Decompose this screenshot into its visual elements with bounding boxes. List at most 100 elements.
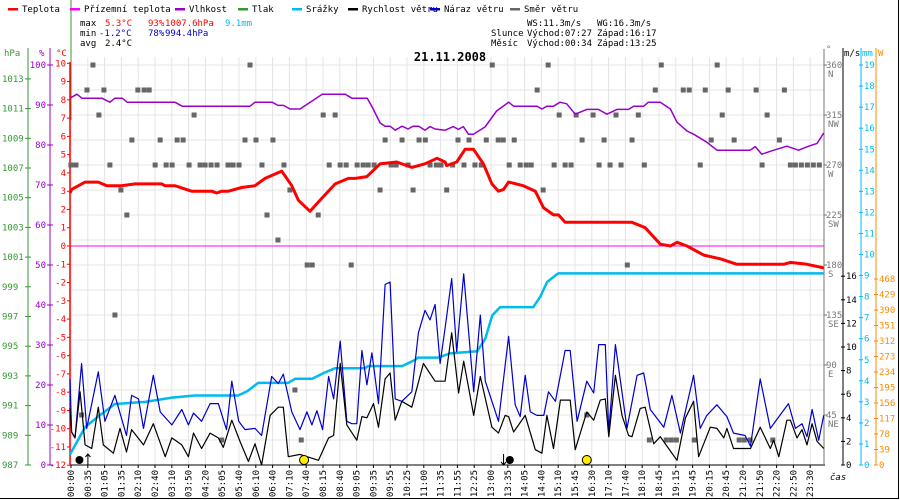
temperature-tick-label: 1 xyxy=(61,224,66,234)
wind-direction-point xyxy=(601,137,607,143)
legend-swatch xyxy=(348,8,358,11)
x-tick-label: 13:35 xyxy=(504,470,514,497)
x-tick-label: 11:00 xyxy=(420,470,430,497)
humidity-tick-label: 30 xyxy=(35,341,46,351)
wind-direction-point xyxy=(568,162,574,168)
moonset-time: Západ:13:25 xyxy=(597,39,657,49)
rain-tick-label: 3 xyxy=(864,398,869,408)
moonset-arrow-icon xyxy=(500,454,507,466)
pressure-tick-label: 1001 xyxy=(2,253,24,263)
wind-direction-point xyxy=(399,137,405,143)
direction-compass-label: SW xyxy=(828,220,839,230)
wind-direction-point xyxy=(174,137,180,143)
wind-direction-point xyxy=(259,162,265,168)
temperature-tick-label: -11 xyxy=(50,443,66,453)
legend-label: Teplota xyxy=(22,5,60,15)
x-tick-label: 15:45 xyxy=(571,470,581,497)
wind-direction-point xyxy=(759,162,765,168)
wind-direction-point xyxy=(590,112,596,118)
x-tick-label: 18:45 xyxy=(655,470,665,497)
temperature-tick-label: 6 xyxy=(61,132,66,142)
temperature-tick-label: -1 xyxy=(55,260,66,270)
pressure-tick-label: 989 xyxy=(2,431,18,441)
wind-direction-point xyxy=(792,162,798,168)
rain-tick-label: 5 xyxy=(864,356,869,366)
wind-direction-point xyxy=(702,87,708,93)
wind-direction-point xyxy=(433,162,439,168)
rain-tick-label: 19 xyxy=(864,61,875,71)
wind-direction-point xyxy=(579,137,585,143)
rain-tick-label: 18 xyxy=(864,82,875,92)
wind-direction-point xyxy=(741,437,747,443)
wind-tick-label: 2 xyxy=(846,437,851,447)
wind-tick-label: 14 xyxy=(846,296,857,306)
legend-item: Tlak xyxy=(238,5,274,15)
wind-direction-point xyxy=(573,112,579,118)
x-tick-label: 08:15 xyxy=(319,470,329,497)
wind-direction-point xyxy=(816,162,822,168)
temperature-tick-label: -3 xyxy=(55,297,66,307)
solar-tick-label: 390 xyxy=(879,306,895,316)
wind-direction-point xyxy=(714,62,720,68)
temperature-tick-label: -5 xyxy=(55,333,66,343)
legend-item: Směr větru xyxy=(510,5,578,15)
direction-tick-label: 270 xyxy=(826,161,842,171)
wind-speed-max: WS:11.3m/s xyxy=(527,19,581,29)
legend: Teplota Přízemní teplota Vlhkost Tlak Srážky… xyxy=(8,5,578,15)
x-tick-label: 03:10 xyxy=(168,470,178,497)
wind-direction-point xyxy=(281,162,287,168)
pressure-axis-unit: hPa xyxy=(4,49,20,59)
legend-swatch xyxy=(175,8,185,11)
wind-direction-point xyxy=(646,437,652,443)
wind-direction-point xyxy=(264,212,270,218)
wind-direction-point xyxy=(112,312,118,318)
wind-tick-label: 8 xyxy=(846,367,851,377)
x-tick-label: 18:10 xyxy=(638,470,648,497)
wind-direction-point xyxy=(613,112,619,118)
direction-tick-label: 315 xyxy=(826,111,842,121)
legend-swatch xyxy=(8,8,18,11)
wind-direction-point xyxy=(124,212,130,218)
x-tick-label: 12:25 xyxy=(470,470,480,497)
wind-direction-point xyxy=(624,262,630,268)
wind-direction-point xyxy=(365,162,371,168)
wind-direction-point xyxy=(422,137,428,143)
humidity-tick-label: 70 xyxy=(35,181,46,191)
wind-direction-point xyxy=(562,162,568,168)
wind-direction-point xyxy=(686,87,692,93)
solar-tick-label: 234 xyxy=(879,368,895,378)
pressure-tick-label: 1009 xyxy=(2,134,24,144)
wind-direction-point xyxy=(416,137,422,143)
pressure-tick-label: 991 xyxy=(2,402,18,412)
rain-tick-label: 13 xyxy=(864,187,875,197)
wind-direction-point xyxy=(764,112,770,118)
wind-direction-point xyxy=(247,62,253,68)
wind-direction-point xyxy=(298,437,304,443)
wind-direction-point xyxy=(725,87,731,93)
x-tick-label: 09:35 xyxy=(369,470,379,497)
temperature-axis-unit: °C xyxy=(56,49,67,59)
humidity-tick-label: 0 xyxy=(41,461,46,471)
wind-direction-point xyxy=(607,162,613,168)
x-tick-label: 04:20 xyxy=(201,470,211,497)
wind-direction-point xyxy=(118,187,124,193)
wind-direction-point xyxy=(230,162,236,168)
wind-direction-point xyxy=(304,262,310,268)
rain-tick-label: 8 xyxy=(864,293,869,303)
wind-tick-label: 6 xyxy=(846,390,851,400)
wind-direction-point xyxy=(393,162,399,168)
wind-direction-point xyxy=(461,162,467,168)
pressure-tick-label: 995 xyxy=(2,342,18,352)
solar-tick-label: 351 xyxy=(879,322,895,332)
wind-direction-point xyxy=(90,62,96,68)
legend-label: Vlhkost xyxy=(189,5,227,15)
moonrise-time: Východ:00:34 xyxy=(527,39,592,49)
humidity-line xyxy=(69,93,825,155)
wind-direction-point xyxy=(360,162,366,168)
wind-direction-point xyxy=(618,162,624,168)
x-tick-label: 15:10 xyxy=(554,470,564,497)
direction-compass-label: NE xyxy=(828,420,839,430)
humidity-axis-unit: % xyxy=(39,49,45,59)
